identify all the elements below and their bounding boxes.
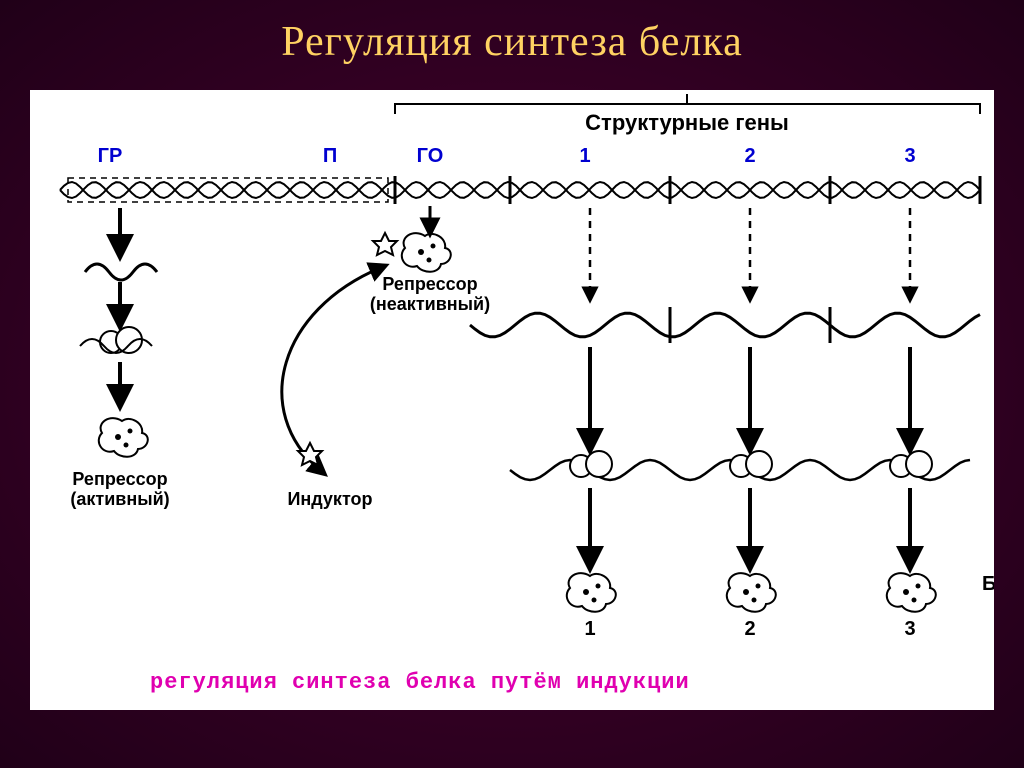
svg-text:1: 1	[584, 618, 595, 640]
repressor-active-label-l1: Репрессор	[72, 469, 167, 489]
track-labels: ГР П ГО 1 2 3	[98, 145, 916, 167]
diagram-panel: Структурные гены ГР П ГО 1 2 3 Репрессор (акт…	[30, 90, 994, 710]
page-title: Регуляция синтеза белка	[0, 0, 1024, 66]
svg-text:П: П	[323, 145, 337, 167]
structural-genes-label: Структурные гены	[585, 110, 789, 135]
left-cascade: Репрессор (активный)	[70, 208, 169, 509]
svg-text:3: 3	[904, 145, 915, 167]
diagram-svg: Структурные гены ГР П ГО 1 2 3 Репрессор (акт…	[30, 90, 994, 710]
repressor-active-label-l2: (активный)	[70, 489, 169, 509]
structural-genes-bracket: Структурные гены	[395, 94, 980, 135]
caption: регуляция синтеза белка путём индукции	[150, 670, 690, 695]
svg-text:2: 2	[744, 618, 755, 640]
gene-arrows	[430, 206, 910, 295]
svg-text:ГР: ГР	[98, 145, 123, 167]
svg-text:ГО: ГО	[417, 145, 444, 167]
repressor-inactive-label-l1: Репрессор	[382, 274, 477, 294]
inductor-label: Индуктор	[287, 489, 372, 509]
dna-track	[60, 176, 980, 204]
svg-text:2: 2	[744, 145, 755, 167]
proteins-label: Белки	[982, 573, 994, 595]
protein-columns: 1 2 3	[510, 347, 970, 640]
repressor-inactive-label-l2: (неактивный)	[370, 294, 490, 314]
svg-text:1: 1	[579, 145, 590, 167]
repressor-inactive: Репрессор (неактивный) Индуктор	[282, 233, 490, 509]
svg-text:3: 3	[904, 618, 915, 640]
mrna-wave	[470, 313, 980, 337]
